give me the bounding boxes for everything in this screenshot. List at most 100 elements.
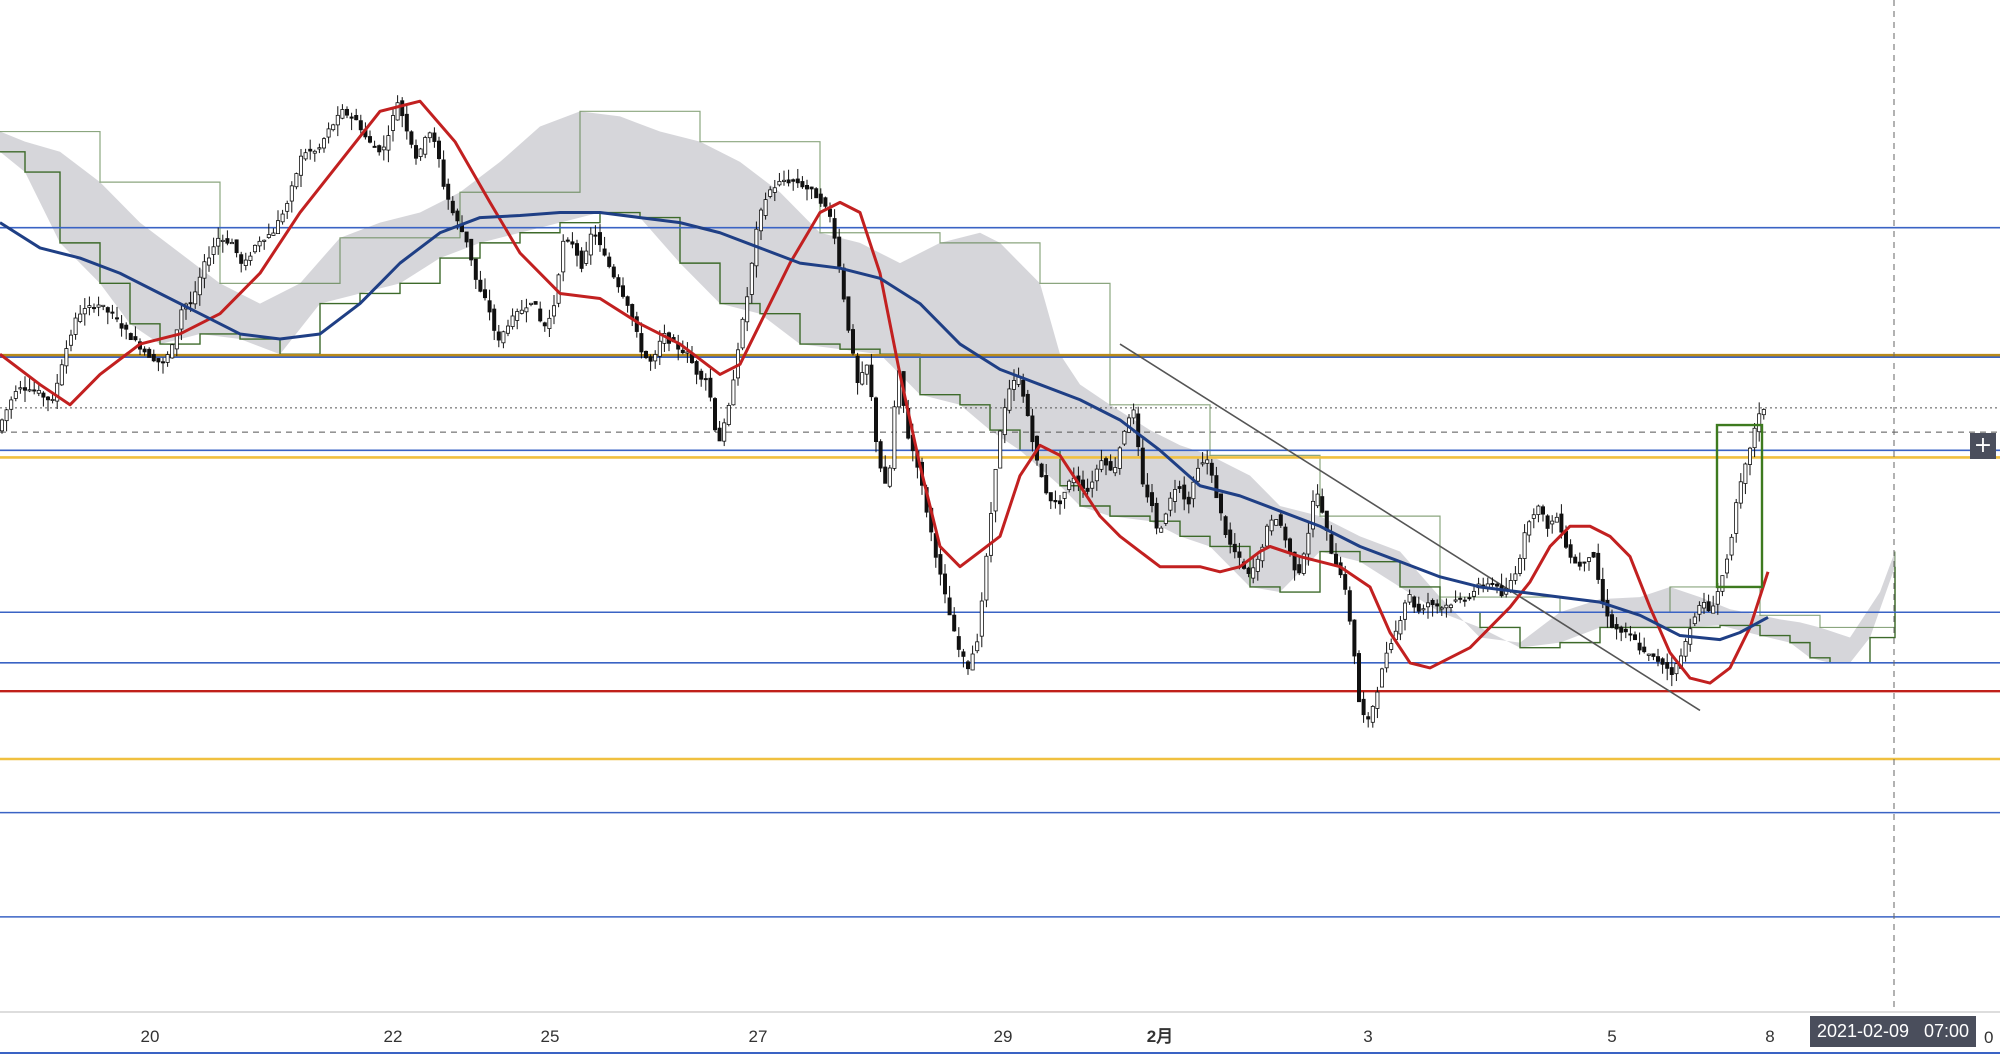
candle — [1577, 552, 1582, 571]
candle-body — [22, 387, 27, 391]
candle-body — [1697, 605, 1702, 615]
candle-body — [726, 405, 731, 425]
candle-body — [1246, 567, 1251, 574]
candle — [59, 359, 64, 386]
add-plus-button[interactable]: + — [1970, 433, 1996, 459]
candle — [193, 281, 198, 309]
candle-body — [390, 115, 395, 131]
candle-body — [1343, 574, 1348, 590]
candle — [404, 106, 409, 140]
candle — [1094, 464, 1099, 491]
candle-body — [427, 132, 432, 139]
candle — [1398, 616, 1403, 641]
candle-body — [1274, 519, 1279, 526]
candle — [956, 627, 961, 658]
candle-body — [1366, 716, 1371, 720]
candle-body — [538, 308, 543, 322]
candle — [1591, 551, 1596, 558]
candle — [529, 302, 534, 307]
candle — [1421, 604, 1426, 615]
candle-body — [73, 317, 78, 335]
candle — [1030, 408, 1035, 452]
candle — [41, 391, 46, 407]
candle-body — [1370, 706, 1375, 723]
candle-body — [505, 325, 510, 334]
candle — [464, 231, 469, 248]
candle-body — [1674, 663, 1679, 675]
candle-body — [41, 392, 46, 398]
candle-body — [1757, 413, 1762, 433]
candle-body — [151, 354, 156, 362]
moving-average-0 — [0, 99, 1770, 685]
candle — [1173, 479, 1178, 513]
candle-body — [492, 308, 497, 331]
candle-body — [64, 348, 69, 367]
candle — [252, 244, 257, 254]
candle — [354, 108, 359, 121]
candle-body — [768, 189, 773, 197]
candle-body — [1545, 515, 1550, 529]
candle — [229, 238, 234, 245]
candle — [717, 420, 722, 442]
candle — [1150, 484, 1155, 513]
candle-body — [644, 350, 649, 359]
candle-body — [1315, 493, 1320, 507]
candle — [1219, 493, 1224, 521]
candle-body — [791, 179, 796, 182]
candle — [1357, 650, 1362, 703]
candle-body — [326, 128, 331, 138]
candle — [271, 228, 276, 236]
candle — [1550, 515, 1555, 534]
candle-body — [1090, 481, 1095, 489]
candle-body — [1292, 551, 1297, 571]
candle — [390, 108, 395, 142]
candle — [4, 408, 9, 432]
candle-body — [193, 291, 198, 305]
candle — [473, 258, 478, 290]
candle — [1725, 554, 1730, 579]
candle-body — [993, 468, 998, 512]
candle — [82, 298, 87, 326]
candle-body — [119, 323, 124, 329]
candle — [381, 135, 386, 161]
candle-body — [1173, 489, 1178, 502]
candle-body — [1380, 668, 1385, 688]
candle-body — [170, 344, 175, 359]
candle — [832, 209, 837, 245]
candle — [505, 319, 510, 337]
candle — [1177, 480, 1182, 494]
candle-body — [1334, 553, 1339, 566]
candle — [220, 234, 225, 253]
candle — [561, 234, 566, 282]
x-tick-label: 20 — [141, 1027, 160, 1046]
candle-body — [354, 115, 359, 121]
candle-body — [745, 296, 750, 323]
candle-body — [1633, 634, 1638, 641]
candle-body — [423, 137, 428, 155]
x-tick-label: 22 — [384, 1027, 403, 1046]
candle — [349, 112, 354, 131]
candle — [772, 179, 777, 202]
candle-body — [851, 329, 856, 354]
candle — [874, 396, 879, 453]
candle — [1674, 661, 1679, 682]
candle — [1329, 525, 1334, 555]
candle — [837, 228, 842, 273]
candle-body — [496, 331, 501, 341]
candle-body — [1200, 462, 1205, 465]
candle-body — [657, 340, 662, 357]
candle — [1734, 498, 1739, 543]
candle — [952, 607, 957, 632]
candle-body — [989, 513, 994, 556]
candle-body — [1117, 447, 1122, 469]
candle — [1435, 599, 1440, 614]
candle-body — [1099, 460, 1104, 470]
candle-body — [395, 102, 400, 121]
candle — [1265, 523, 1270, 550]
candle-body — [1067, 480, 1072, 490]
candle — [289, 181, 294, 213]
candle-body — [1564, 530, 1569, 548]
candle-body — [970, 653, 975, 671]
candle-body — [1614, 624, 1619, 630]
